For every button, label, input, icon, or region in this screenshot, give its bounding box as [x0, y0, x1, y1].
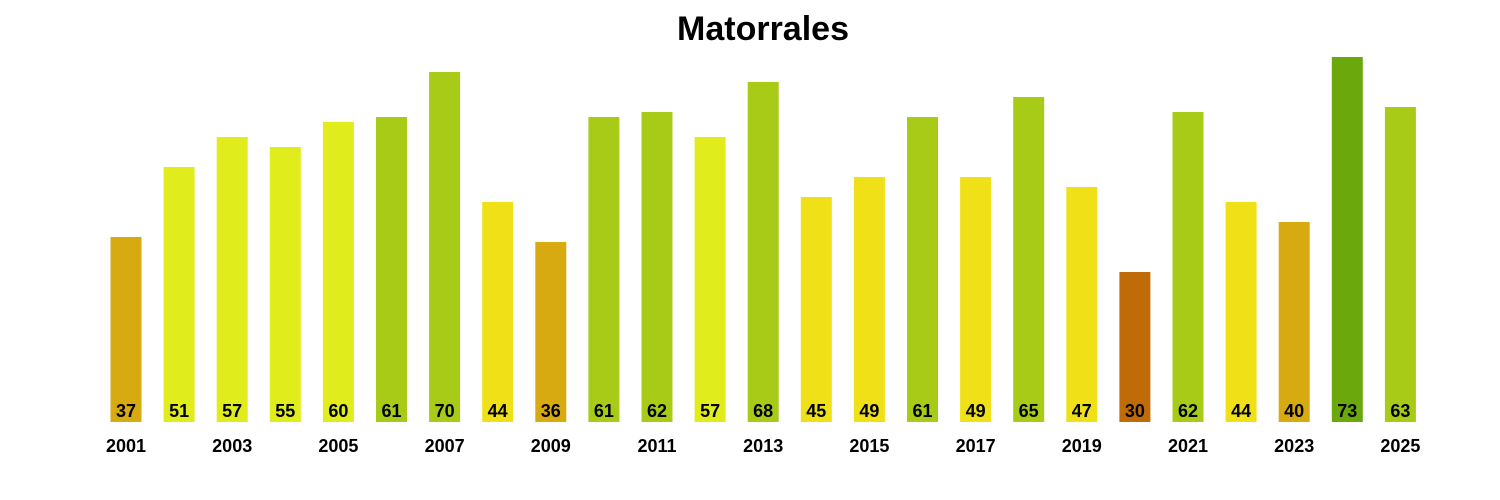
- x-tick-label-2007: 2007: [425, 436, 465, 456]
- value-label-2008: 44: [488, 401, 508, 421]
- x-tick-label-2003: 2003: [212, 436, 252, 456]
- value-label-2001: 37: [116, 401, 136, 421]
- value-label-2006: 61: [381, 401, 401, 421]
- bar-2001: [110, 237, 142, 422]
- bar-2011: [641, 112, 673, 422]
- bar-2022: [1225, 202, 1257, 422]
- value-label-2022: 44: [1231, 401, 1251, 421]
- value-label-2002: 51: [169, 401, 189, 421]
- bar-2020: [1119, 272, 1151, 422]
- x-tick-label-2009: 2009: [531, 436, 571, 456]
- value-label-2009: 36: [541, 401, 561, 421]
- value-label-2023: 40: [1284, 401, 1304, 421]
- bar-2025: [1384, 107, 1416, 422]
- bar-2014: [800, 197, 832, 422]
- value-label-2014: 45: [806, 401, 826, 421]
- bar-2009: [535, 242, 567, 422]
- value-label-2025: 63: [1390, 401, 1410, 421]
- x-tick-label-2013: 2013: [743, 436, 783, 456]
- value-label-2020: 30: [1125, 401, 1145, 421]
- bars-layer: [110, 57, 1416, 422]
- bar-2006: [376, 117, 407, 422]
- x-tick-label-2005: 2005: [318, 436, 358, 456]
- x-tick-label-2015: 2015: [849, 436, 889, 456]
- value-label-2004: 55: [275, 401, 295, 421]
- bar-2016: [907, 117, 938, 422]
- bar-2002: [163, 167, 195, 422]
- value-label-2003: 57: [222, 401, 242, 421]
- x-tick-label-2023: 2023: [1274, 436, 1314, 456]
- bar-2005: [322, 122, 354, 422]
- bar-2015: [853, 177, 885, 422]
- value-label-2024: 73: [1337, 401, 1357, 421]
- bar-2024: [1331, 57, 1363, 422]
- value-label-2019: 47: [1072, 401, 1092, 421]
- value-label-2007: 70: [435, 401, 455, 421]
- bar-2013: [747, 82, 779, 422]
- chart-title: Matorrales: [677, 10, 849, 48]
- value-label-2016: 61: [912, 401, 932, 421]
- bar-2018: [1013, 97, 1045, 422]
- value-label-2015: 49: [859, 401, 879, 421]
- value-label-2013: 68: [753, 401, 773, 421]
- x-axis-ticks: 2001 2003 2005 2007 2009 2011 2013 2015 2017 2019…: [106, 436, 1420, 456]
- value-label-2012: 57: [700, 401, 720, 421]
- bar-2010: [588, 117, 620, 422]
- value-label-2010: 61: [594, 401, 614, 421]
- bar-2003: [216, 137, 248, 422]
- value-label-2017: 49: [966, 401, 986, 421]
- bar-2017: [960, 177, 992, 422]
- x-tick-label-2025: 2025: [1380, 436, 1420, 456]
- value-label-2018: 65: [1019, 401, 1039, 421]
- x-tick-label-2011: 2011: [637, 436, 676, 456]
- bar-2021: [1172, 112, 1204, 422]
- bar-2019: [1066, 187, 1098, 422]
- x-tick-label-2001: 2001: [106, 436, 146, 456]
- value-label-2011: 62: [647, 401, 667, 421]
- bar-2007: [429, 72, 461, 422]
- bar-2012: [694, 137, 726, 422]
- bar-2004: [269, 147, 301, 422]
- value-label-2005: 60: [328, 401, 348, 421]
- value-label-2021: 62: [1178, 401, 1198, 421]
- bar-2023: [1278, 222, 1310, 422]
- x-tick-label-2017: 2017: [956, 436, 996, 456]
- value-labels-layer: 37 51 57 55 60 61 70 44 36 61 62 57 68 45 49 61 49 65 47 30…: [116, 401, 1410, 421]
- bar-2008: [482, 202, 514, 422]
- x-tick-label-2021: 2021: [1168, 436, 1208, 456]
- x-tick-label-2019: 2019: [1062, 436, 1102, 456]
